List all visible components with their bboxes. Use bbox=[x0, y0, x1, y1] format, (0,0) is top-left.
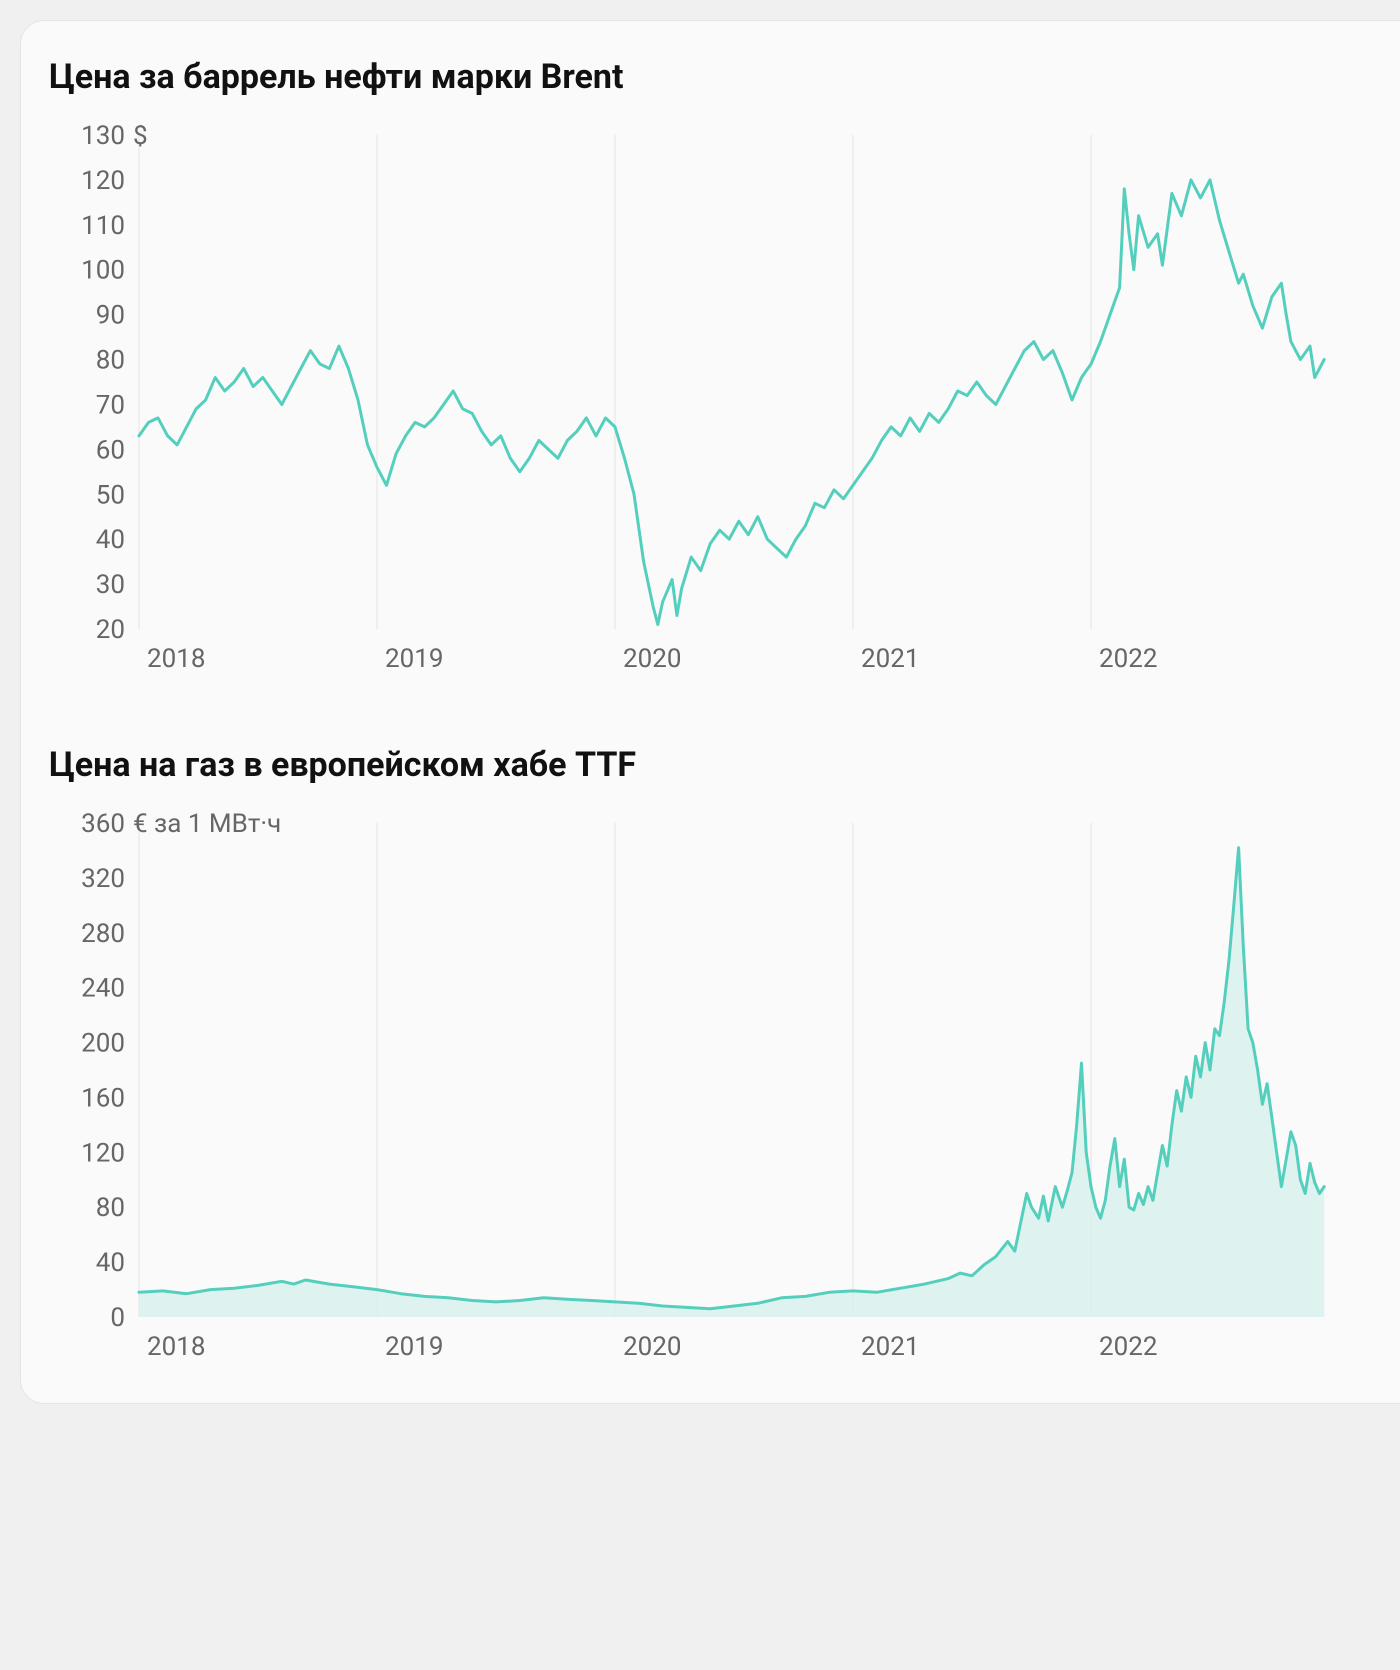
y-tick-label: 320 bbox=[81, 864, 125, 894]
y-tick-label: 40 bbox=[96, 1248, 125, 1278]
y-tick-label: 90 bbox=[96, 301, 125, 331]
chart-brent: Цена за баррель нефти марки Brent2018201… bbox=[49, 57, 1391, 685]
chart-plot: 2018 2019 2020 2021 2022 0 40 80 120 160 200 240 280… bbox=[49, 813, 1391, 1373]
x-tick-label: 2022 bbox=[1099, 1332, 1157, 1362]
y-tick-label: 200 bbox=[81, 1029, 125, 1059]
chart-ttf: Цена на газ в европейском хабе TTF201820… bbox=[49, 745, 1391, 1373]
y-unit-label: € за 1 МВт·ч bbox=[133, 813, 281, 839]
y-tick-label: 20 bbox=[96, 615, 125, 645]
x-tick-label: 2019 bbox=[385, 1332, 443, 1362]
y-tick-label: 360 bbox=[81, 813, 125, 839]
chart-brent-svg: 2018 2019 2020 2021 2022 20 30 40 50 60 70 80 90 100 1… bbox=[49, 125, 1329, 685]
y-tick-label: 130 bbox=[81, 125, 125, 151]
chart-ttf-svg: 2018 2019 2020 2021 2022 0 40 80 120 160 200 240 280… bbox=[49, 813, 1329, 1373]
y-tick-label: 120 bbox=[81, 166, 125, 196]
y-unit-label: $ bbox=[133, 125, 148, 151]
x-tick-label: 2018 bbox=[147, 1332, 205, 1362]
series-area bbox=[139, 848, 1324, 1317]
chart-title: Цена на газ в европейском хабе TTF bbox=[49, 745, 1391, 785]
y-tick-label: 60 bbox=[96, 435, 125, 465]
charts-container: Цена за баррель нефти марки Brent2018201… bbox=[49, 57, 1391, 1373]
y-tick-label: 80 bbox=[96, 1193, 125, 1223]
x-tick-label: 2019 bbox=[385, 644, 443, 674]
y-tick-label: 50 bbox=[96, 480, 125, 510]
y-tick-label: 280 bbox=[81, 919, 125, 949]
chart-card: Цена за баррель нефти марки Brent2018201… bbox=[20, 20, 1400, 1404]
x-tick-label: 2021 bbox=[861, 644, 919, 674]
y-tick-label: 70 bbox=[96, 390, 125, 420]
x-tick-label: 2022 bbox=[1099, 644, 1157, 674]
x-tick-label: 2020 bbox=[623, 644, 681, 674]
y-tick-label: 110 bbox=[81, 211, 125, 241]
y-tick-label: 0 bbox=[110, 1303, 125, 1333]
y-tick-label: 30 bbox=[96, 570, 125, 600]
chart-title: Цена за баррель нефти марки Brent bbox=[49, 57, 1391, 97]
x-tick-label: 2020 bbox=[623, 1332, 681, 1362]
y-tick-label: 80 bbox=[96, 346, 125, 376]
series-line bbox=[139, 180, 1324, 625]
y-tick-label: 120 bbox=[81, 1138, 125, 1168]
chart-plot: 2018 2019 2020 2021 2022 20 30 40 50 60 70 80 90 100 1… bbox=[49, 125, 1391, 685]
y-tick-label: 240 bbox=[81, 974, 125, 1004]
y-tick-label: 100 bbox=[81, 256, 125, 286]
y-tick-label: 40 bbox=[96, 525, 125, 555]
x-tick-label: 2021 bbox=[861, 1332, 919, 1362]
x-tick-label: 2018 bbox=[147, 644, 205, 674]
y-tick-label: 160 bbox=[81, 1083, 125, 1113]
